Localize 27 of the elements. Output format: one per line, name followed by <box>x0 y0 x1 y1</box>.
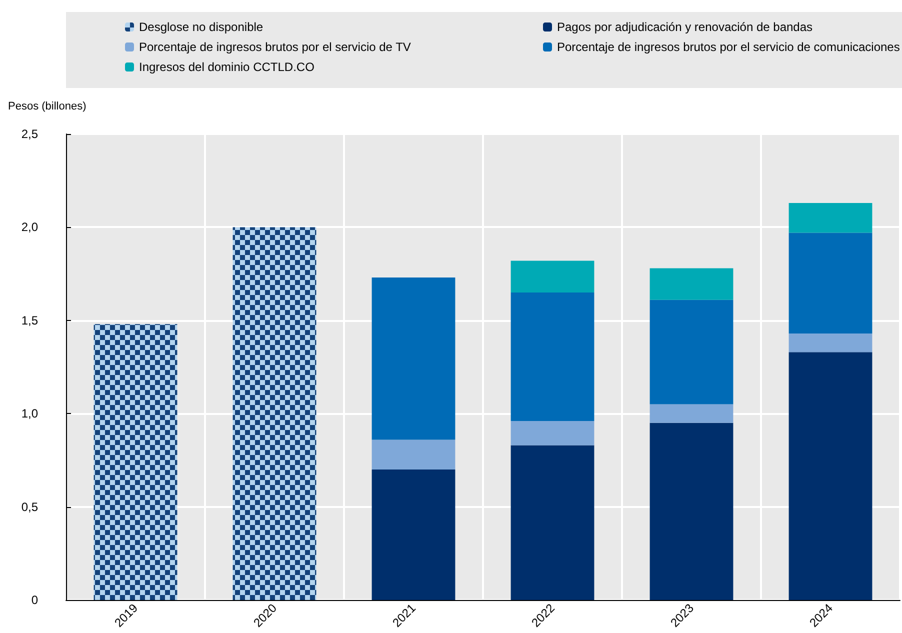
y-tick-label: 0 <box>31 593 38 607</box>
legend-label: Pagos por adjudicación y renovación de bandas <box>557 20 813 34</box>
bar <box>650 268 734 300</box>
bar <box>510 292 594 422</box>
bar <box>510 421 594 446</box>
bar <box>510 260 594 292</box>
y-tick-label: 1,5 <box>21 313 38 328</box>
bar <box>650 404 734 423</box>
y-tick-label: 2,0 <box>21 220 38 234</box>
legend-label: Porcentaje de ingresos brutos por el servicio de comunicaciones <box>557 40 900 54</box>
bar <box>372 470 456 600</box>
bar <box>788 202 872 233</box>
bar <box>372 440 456 470</box>
bar <box>650 422 734 600</box>
y-tick-label: 2,5 <box>21 127 38 141</box>
bar <box>788 232 872 334</box>
bar <box>650 300 734 404</box>
bar <box>372 278 456 440</box>
legend-label: Porcentaje de ingresos brutos por el servicio de TV <box>139 40 411 54</box>
y-tick-label: 0,5 <box>21 500 38 514</box>
legend-label: Ingresos del dominio CCTLD.CO <box>139 60 314 74</box>
y-tick-label: 1,0 <box>21 406 38 421</box>
bar <box>510 445 594 600</box>
bar <box>788 352 872 600</box>
legend-label: Desglose no disponible <box>139 20 264 34</box>
bar <box>788 333 872 352</box>
y-axis-title: Pesos (billones) <box>8 100 86 112</box>
